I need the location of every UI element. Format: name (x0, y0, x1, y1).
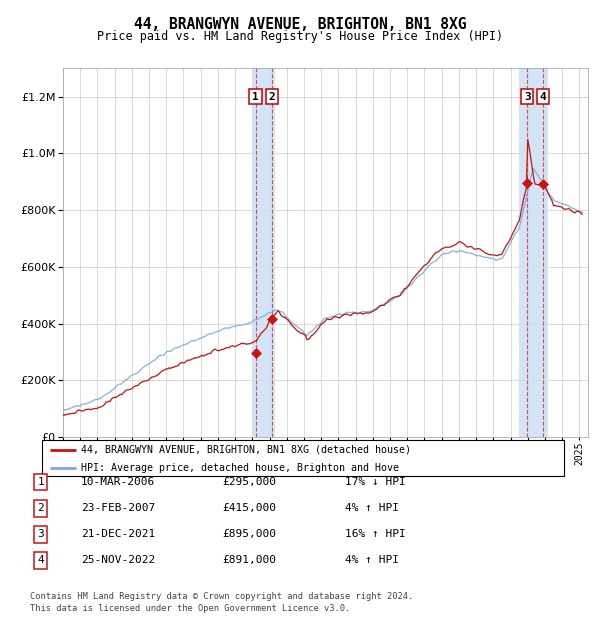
Text: 1: 1 (37, 477, 44, 487)
Bar (519, 68, 548, 437)
Text: 23-FEB-2007: 23-FEB-2007 (81, 503, 155, 513)
Text: 3: 3 (37, 529, 44, 539)
Text: This data is licensed under the Open Government Licence v3.0.: This data is licensed under the Open Gov… (30, 603, 350, 613)
Text: 44, BRANGWYN AVENUE, BRIGHTON, BN1 8XG: 44, BRANGWYN AVENUE, BRIGHTON, BN1 8XG (134, 17, 466, 32)
Bar (253, 68, 275, 437)
Text: 4% ↑ HPI: 4% ↑ HPI (345, 556, 399, 565)
Text: 3: 3 (524, 92, 530, 102)
Text: 21-DEC-2021: 21-DEC-2021 (81, 529, 155, 539)
Text: £295,000: £295,000 (222, 477, 276, 487)
Text: HPI: Average price, detached house, Brighton and Hove: HPI: Average price, detached house, Brig… (81, 463, 399, 473)
Text: Contains HM Land Registry data © Crown copyright and database right 2024.: Contains HM Land Registry data © Crown c… (30, 592, 413, 601)
Text: 10-MAR-2006: 10-MAR-2006 (81, 477, 155, 487)
FancyBboxPatch shape (42, 440, 564, 476)
Text: 4: 4 (37, 556, 44, 565)
Text: 1: 1 (252, 92, 259, 102)
Text: £415,000: £415,000 (222, 503, 276, 513)
Text: Price paid vs. HM Land Registry's House Price Index (HPI): Price paid vs. HM Land Registry's House … (97, 30, 503, 43)
Text: 16% ↑ HPI: 16% ↑ HPI (345, 529, 406, 539)
Text: 2: 2 (269, 92, 275, 102)
Text: 4% ↑ HPI: 4% ↑ HPI (345, 503, 399, 513)
Text: £891,000: £891,000 (222, 556, 276, 565)
Text: 17% ↓ HPI: 17% ↓ HPI (345, 477, 406, 487)
Text: 4: 4 (540, 92, 547, 102)
Text: £895,000: £895,000 (222, 529, 276, 539)
Text: 25-NOV-2022: 25-NOV-2022 (81, 556, 155, 565)
Text: 44, BRANGWYN AVENUE, BRIGHTON, BN1 8XG (detached house): 44, BRANGWYN AVENUE, BRIGHTON, BN1 8XG (… (81, 445, 411, 454)
Text: 2: 2 (37, 503, 44, 513)
